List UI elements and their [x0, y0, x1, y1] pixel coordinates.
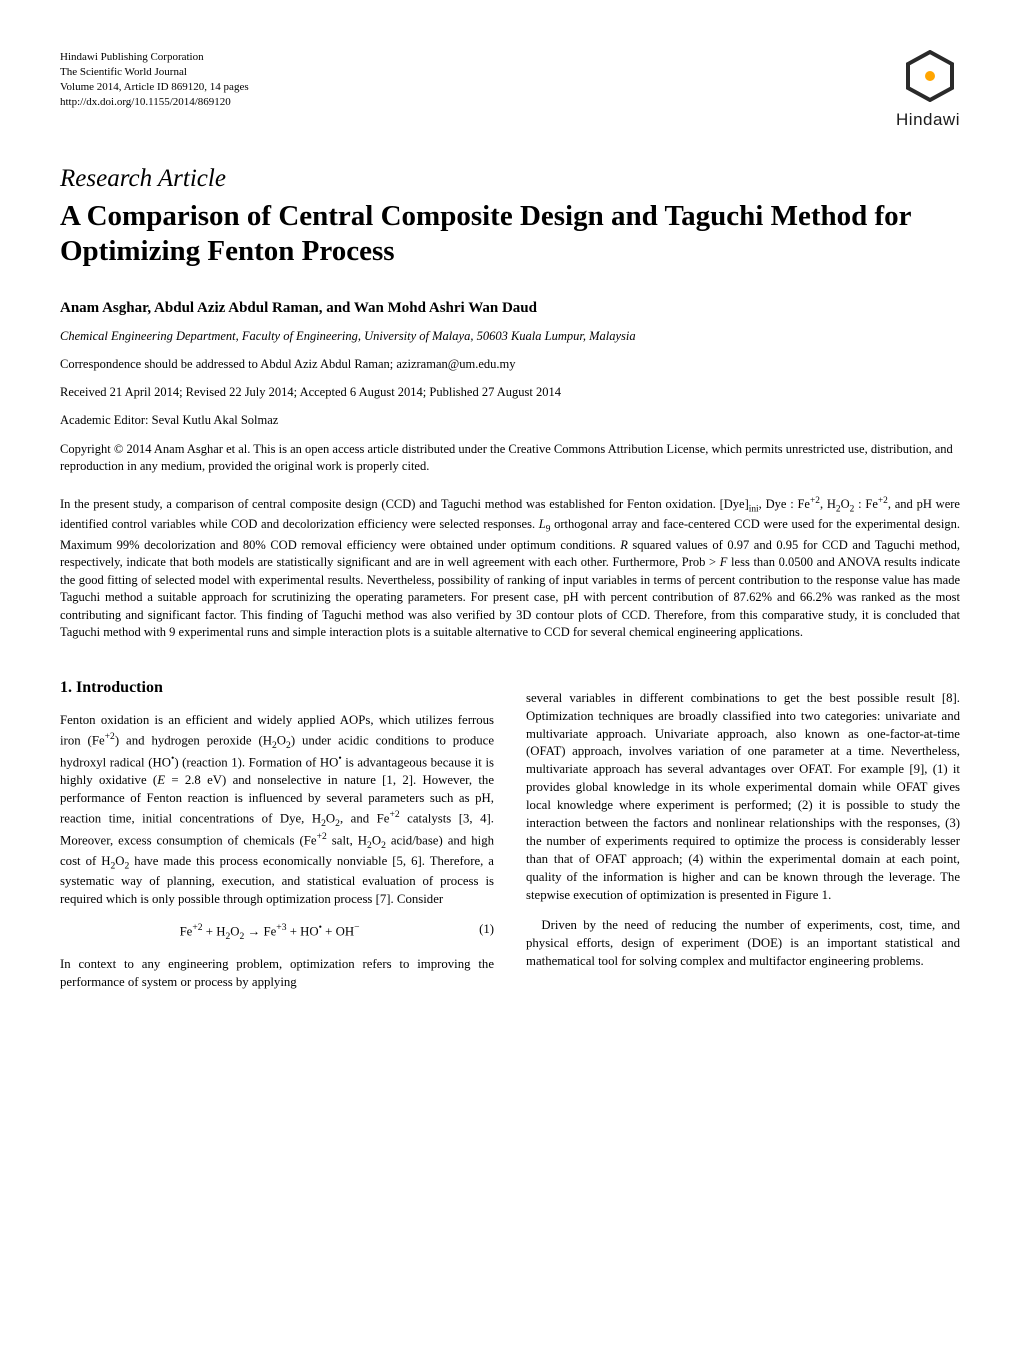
equation-number: (1)	[479, 921, 494, 939]
abstract: In the present study, a comparison of ce…	[60, 495, 960, 642]
header: Hindawi Publishing Corporation The Scien…	[60, 50, 960, 130]
article-dates: Received 21 April 2014; Revised 22 July …	[60, 385, 960, 400]
copyright-notice: Copyright © 2014 Anam Asghar et al. This…	[60, 441, 960, 475]
affiliation: Chemical Engineering Department, Faculty…	[60, 329, 960, 344]
hindawi-logo-text: Hindawi	[896, 110, 960, 130]
academic-editor: Academic Editor: Seval Kutlu Akal Solmaz	[60, 413, 960, 428]
hindawi-logo-icon	[900, 50, 960, 107]
body-columns: 1. Introduction Fenton oxidation is an e…	[60, 677, 960, 1005]
publisher-info: Hindawi Publishing Corporation The Scien…	[60, 50, 249, 109]
doi: http://dx.doi.org/10.1155/2014/869120	[60, 95, 249, 110]
equation-1: Fe+2 + H2O2 → Fe+3 + HO• + OH−(1)	[60, 921, 494, 943]
intro-paragraph-1: Fenton oxidation is an efficient and wid…	[60, 712, 494, 908]
correspondence: Correspondence should be addressed to Ab…	[60, 357, 960, 372]
left-column: 1. Introduction Fenton oxidation is an e…	[60, 677, 494, 1005]
right-column: several variables in different combinati…	[526, 677, 960, 1005]
intro-paragraph-3: several variables in different combinati…	[526, 690, 960, 905]
section-heading: 1. Introduction	[60, 677, 494, 699]
author-names: Anam Asghar, Abdul Aziz Abdul Raman, and…	[60, 300, 960, 317]
journal-name: The Scientific World Journal	[60, 65, 249, 80]
article-title: A Comparison of Central Composite Design…	[60, 199, 960, 270]
publisher-logo: Hindawi	[896, 50, 960, 130]
publisher-name: Hindawi Publishing Corporation	[60, 50, 249, 65]
article-type: Research Article	[60, 165, 960, 193]
intro-paragraph-2: In context to any engineering problem, o…	[60, 956, 494, 992]
intro-paragraph-4: Driven by the need of reducing the numbe…	[526, 917, 960, 971]
volume-info: Volume 2014, Article ID 869120, 14 pages	[60, 80, 249, 95]
